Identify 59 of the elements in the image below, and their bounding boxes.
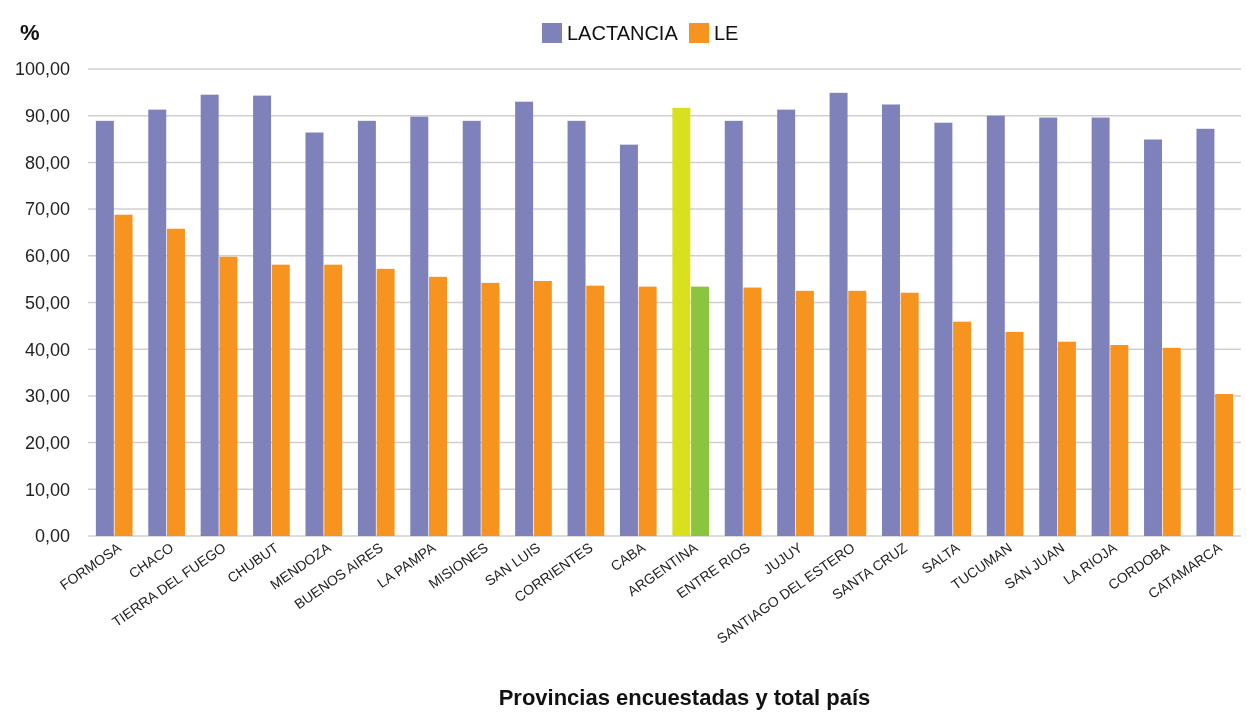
bar xyxy=(1039,117,1058,536)
y-tick-label: 40,00 xyxy=(24,339,70,360)
bar xyxy=(934,122,953,536)
bar xyxy=(515,101,534,536)
bar xyxy=(1110,345,1129,536)
y-tick-label: 90,00 xyxy=(24,106,70,126)
y-tick-label: 100,00 xyxy=(14,59,70,80)
bar xyxy=(200,94,219,536)
bar xyxy=(219,256,238,536)
bar xyxy=(829,92,848,536)
bar xyxy=(166,228,185,536)
bar xyxy=(882,104,900,536)
bar xyxy=(253,95,272,536)
bar xyxy=(1005,331,1024,536)
bar xyxy=(743,287,762,536)
bar xyxy=(533,281,552,536)
bar xyxy=(1162,347,1181,536)
bar xyxy=(324,264,343,536)
bar xyxy=(848,290,867,536)
bar xyxy=(357,120,376,536)
bar xyxy=(900,292,919,536)
x-axis-title: Provincias encuestadas y total país xyxy=(498,685,871,710)
bar xyxy=(481,282,500,536)
bar xyxy=(672,107,691,536)
y-tick-label: 60,00 xyxy=(24,246,70,267)
bar xyxy=(95,120,114,536)
bar xyxy=(271,264,290,536)
bar xyxy=(148,109,167,536)
bar xyxy=(795,290,814,536)
legend-label: LACTANCIA xyxy=(567,22,679,44)
bar xyxy=(114,214,133,536)
y-tick-label: 30,00 xyxy=(24,386,70,407)
y-tick-label: 10,00 xyxy=(24,479,70,500)
bar xyxy=(376,268,395,536)
bar xyxy=(691,286,710,536)
y-tick-label: 70,00 xyxy=(24,199,70,220)
y-tick-label: 80,00 xyxy=(24,152,70,173)
y-tick-label: 0,00 xyxy=(34,526,70,547)
bar xyxy=(724,120,743,536)
bar xyxy=(619,144,638,536)
bar xyxy=(953,321,972,536)
bar xyxy=(777,109,796,536)
bar xyxy=(410,116,429,536)
bar xyxy=(1091,117,1110,536)
bar xyxy=(1057,341,1076,536)
bar xyxy=(305,132,324,536)
bar xyxy=(429,276,447,536)
bar xyxy=(462,120,481,536)
bar xyxy=(1215,394,1234,536)
bar xyxy=(986,115,1005,536)
y-axis-title: % xyxy=(20,20,40,45)
bar xyxy=(1144,139,1163,536)
legend-label: LE xyxy=(714,22,739,44)
bar xyxy=(586,285,605,536)
bar xyxy=(1196,128,1215,536)
y-tick-label: 50,00 xyxy=(24,292,70,313)
bar xyxy=(638,286,657,536)
bar xyxy=(567,120,586,536)
y-tick-label: 20,00 xyxy=(24,432,70,453)
